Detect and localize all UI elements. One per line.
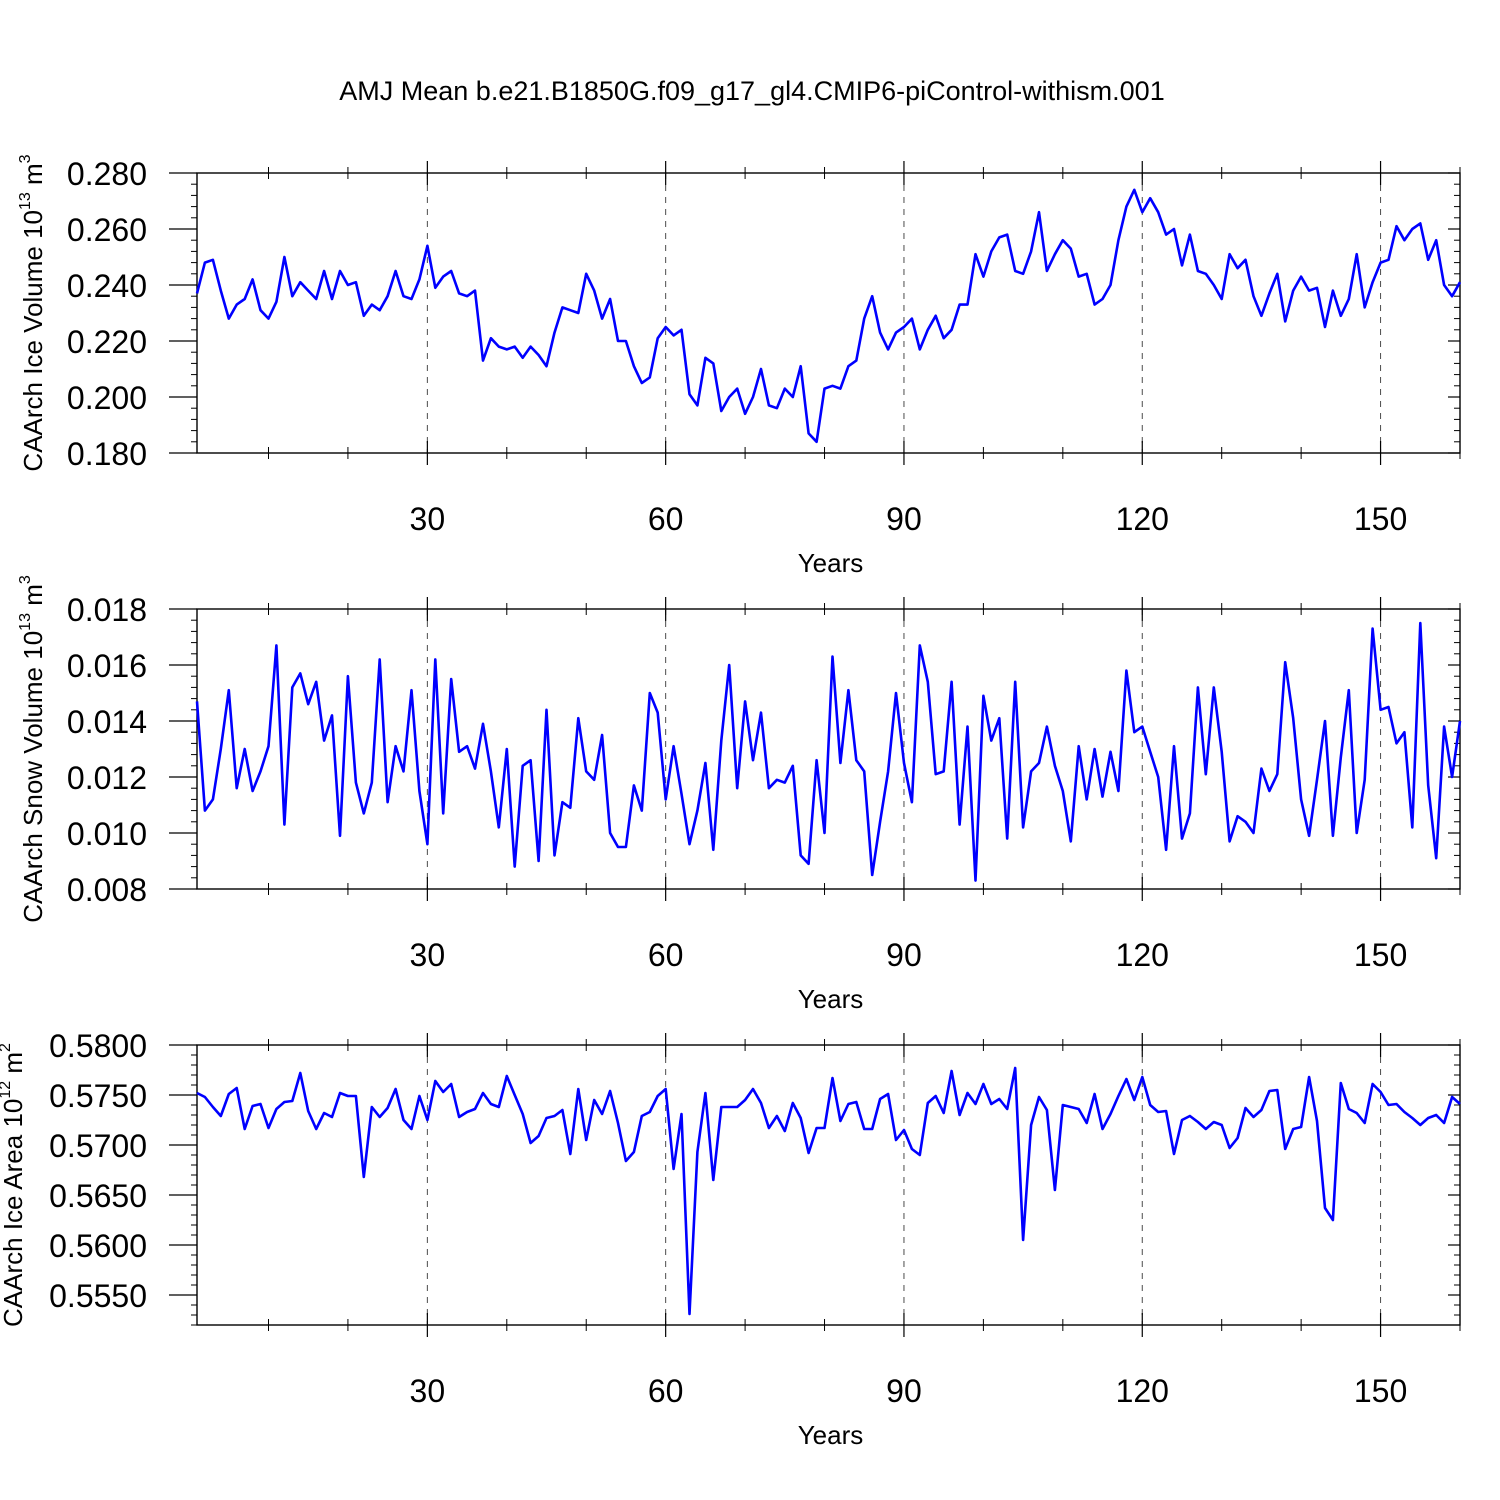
y-tick-label: 0.012 [67, 760, 147, 796]
y-tick-label: 0.5700 [49, 1128, 147, 1164]
y-tick-label: 0.018 [67, 592, 147, 628]
x-axis-label: Years [798, 548, 864, 578]
caarch-ice-volume-panel: 30 60 90 120 150 0.180 0.200 0.220 0.240 0.260 0.2… [17, 154, 1462, 578]
x-tick-label: 60 [648, 937, 684, 973]
x-tick-label: 30 [410, 501, 446, 537]
x-tick-label: 90 [886, 501, 922, 537]
series-line [196, 1066, 1461, 1316]
plot-frame [196, 172, 1461, 454]
y-tick-label: 0.5600 [49, 1228, 147, 1264]
y-tick-label: 0.5650 [49, 1178, 147, 1214]
x-tick-label: 90 [886, 937, 922, 973]
series-line [195, 188, 1462, 444]
y-tick-label: 0.280 [67, 156, 147, 192]
x-tick-label: 120 [1116, 937, 1169, 973]
caarch-snow-volume-panel: 30 60 90 120 150 0.008 0.010 0.012 0.014 0.016 0.0… [17, 575, 1462, 1014]
y-tick-label: 0.010 [67, 816, 147, 852]
figure-title: AMJ Mean b.e21.B1850G.f09_g17_gl4.CMIP6-… [339, 76, 1164, 106]
y-tick-label: 0.016 [67, 648, 147, 684]
x-axis-label: Years [798, 1420, 864, 1450]
x-tick-label: 150 [1354, 501, 1407, 537]
x-axis-label: Years [798, 984, 864, 1014]
y-axis-label: CAArch Ice Area 1012 m2 [0, 1043, 28, 1327]
x-tick-label: 120 [1116, 1373, 1169, 1409]
y-tick-label: 0.180 [67, 436, 147, 472]
x-tick-label: 150 [1354, 1373, 1407, 1409]
y-tick-label: 0.220 [67, 324, 147, 360]
y-tick-label: 0.014 [67, 704, 147, 740]
y-axis-label: CAArch Snow Volume 1013 m3 [17, 575, 48, 923]
y-axis-label: CAArch Ice Volume 1013 m3 [17, 154, 48, 471]
x-tick-label: 90 [886, 1373, 922, 1409]
x-tick-label: 120 [1116, 501, 1169, 537]
series-line [195, 621, 1462, 882]
x-tick-label: 30 [410, 937, 446, 973]
y-tick-label: 0.5750 [49, 1078, 147, 1114]
y-tick-label: 0.5550 [49, 1278, 147, 1314]
x-tick-label: 60 [648, 1373, 684, 1409]
plot-frame [196, 608, 1461, 890]
plot-frame [196, 1044, 1461, 1326]
x-tick-label: 150 [1354, 937, 1407, 973]
y-tick-label: 0.240 [67, 268, 147, 304]
x-tick-label: 60 [648, 501, 684, 537]
caarch-ice-area-panel: 30 60 90 120 150 0.5550 0.5600 0.5650 0.5700 0.57… [0, 1028, 1461, 1450]
y-tick-label: 0.200 [67, 380, 147, 416]
y-tick-label: 0.260 [67, 212, 147, 248]
y-tick-label: 0.5800 [49, 1028, 147, 1064]
x-tick-label: 30 [410, 1373, 446, 1409]
y-tick-label: 0.008 [67, 872, 147, 908]
